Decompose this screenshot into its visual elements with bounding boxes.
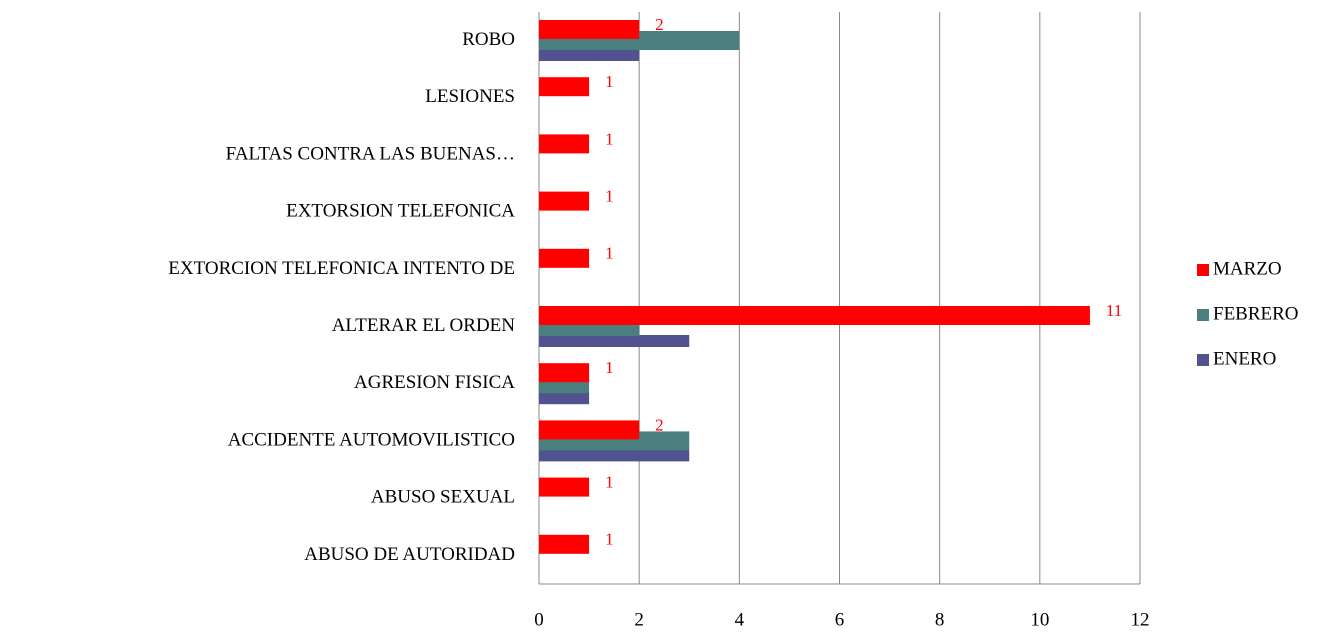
legend-label: ENERO — [1213, 348, 1276, 369]
y-tick-label: AGRESION FISICA — [354, 372, 515, 393]
y-tick-label: LESIONES — [425, 86, 515, 107]
bar — [539, 449, 690, 462]
y-tick-label: EXTORSION TELEFONICA — [286, 201, 515, 222]
bar — [539, 477, 590, 497]
x-tick-label: 2 — [634, 609, 644, 630]
x-tick-label: 0 — [534, 609, 544, 630]
data-label: 1 — [605, 129, 614, 148]
data-label: 1 — [605, 358, 614, 377]
y-tick-label: ABUSO DE AUTORIDAD — [304, 544, 515, 565]
y-tick-label: ROBO — [462, 29, 515, 50]
bar — [539, 420, 640, 440]
x-tick-label: 12 — [1131, 609, 1150, 630]
data-label: 2 — [655, 415, 664, 434]
y-tick-label: ABUSO SEXUAL — [371, 487, 515, 508]
bar — [539, 392, 590, 405]
bar — [539, 77, 590, 97]
y-tick-label: ACCIDENTE AUTOMOVILISTICO — [228, 429, 515, 450]
data-label: 1 — [605, 72, 614, 91]
bar — [539, 335, 690, 347]
bar — [539, 248, 590, 268]
data-label: 1 — [605, 530, 614, 549]
data-label: 11 — [1106, 301, 1122, 320]
bar — [539, 363, 590, 383]
legend-label: FEBRERO — [1213, 303, 1299, 324]
x-tick-label: 6 — [835, 609, 845, 630]
legend-label: MARZO — [1213, 258, 1282, 279]
bar — [539, 134, 590, 154]
legend-swatch — [1197, 354, 1209, 366]
y-tick-label: ALTERAR EL ORDEN — [332, 315, 516, 336]
data-label: 2 — [655, 15, 664, 34]
y-tick-label: EXTORCION TELEFONICA INTENTO DE — [168, 258, 515, 279]
bar — [539, 49, 640, 61]
bar — [539, 534, 590, 554]
x-tick-label: 4 — [735, 609, 745, 630]
data-label: 1 — [605, 473, 614, 492]
bar — [539, 20, 640, 39]
legend-swatch — [1197, 264, 1209, 276]
legend-swatch — [1197, 309, 1209, 321]
data-label: 1 — [605, 244, 614, 263]
x-tick-label: 8 — [935, 609, 945, 630]
bar — [539, 191, 590, 211]
y-tick-label: FALTAS CONTRA LAS BUENAS… — [226, 143, 515, 164]
x-tick-label: 10 — [1030, 609, 1049, 630]
bar — [539, 306, 1090, 325]
data-label: 1 — [605, 187, 614, 206]
